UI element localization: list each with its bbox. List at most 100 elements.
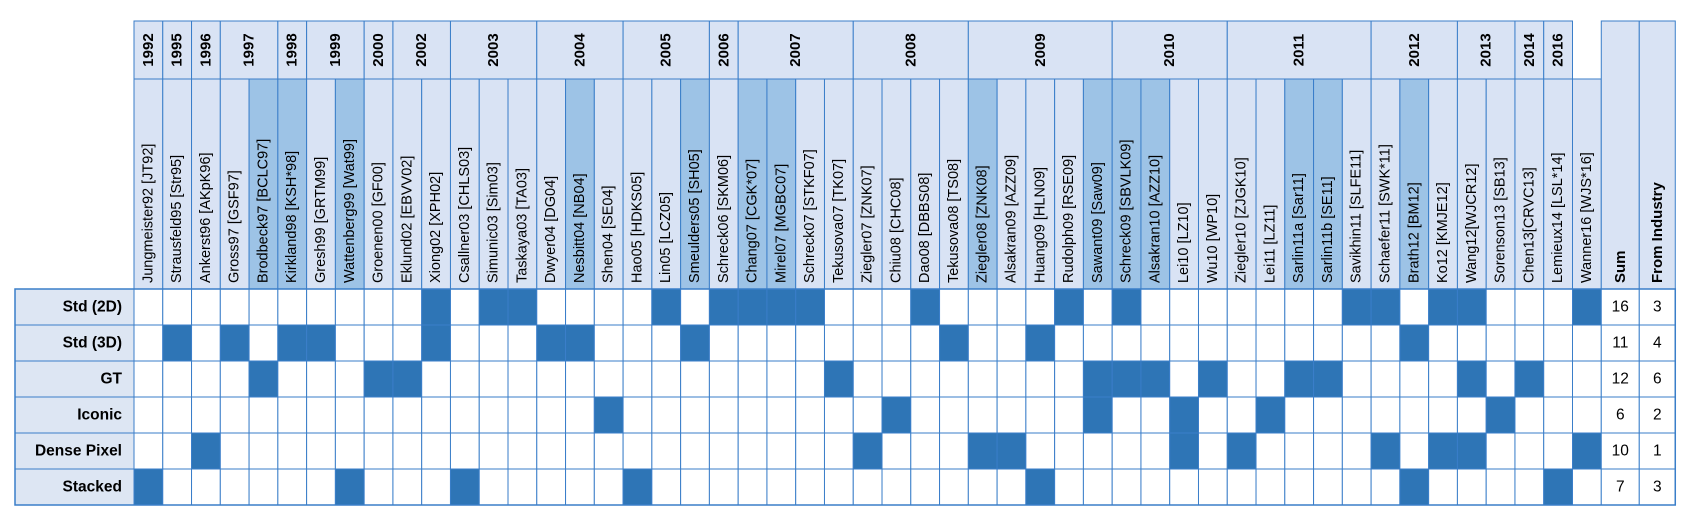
industry-value: 3	[1653, 299, 1662, 316]
filled-cell	[680, 324, 710, 362]
empty-cell	[1428, 468, 1458, 506]
empty-cell	[1485, 360, 1516, 398]
paper-header-cell	[967, 78, 998, 290]
empty-cell	[1572, 468, 1602, 506]
filled-cell	[852, 432, 883, 470]
row-label: Std (3D)	[63, 335, 122, 352]
paper-label: Chang07 [CGK*07]	[745, 159, 761, 283]
empty-cell	[306, 432, 336, 470]
empty-cell	[939, 360, 969, 398]
empty-cell	[133, 360, 164, 398]
empty-cell	[996, 324, 1027, 362]
year-label: 2009	[1032, 33, 1049, 66]
paper-header-cell	[939, 78, 969, 290]
empty-cell	[248, 288, 279, 326]
sum-value: 16	[1612, 299, 1629, 316]
empty-cell	[1054, 360, 1084, 398]
empty-cell	[133, 324, 164, 362]
empty-cell	[363, 396, 394, 434]
empty-cell	[1514, 468, 1545, 506]
empty-cell	[421, 468, 451, 506]
paper-header-cell	[1572, 78, 1602, 290]
paper-label: Brodbeck97 [BCLC97]	[255, 139, 271, 283]
empty-cell	[1255, 288, 1286, 326]
empty-cell	[1428, 360, 1458, 398]
paper-label: Wanner16 [WJS*16]	[1579, 152, 1595, 283]
row-label: Dense Pixel	[35, 443, 122, 460]
paper-label: Chiu08 [CHC08]	[888, 177, 904, 283]
paper-header-cell	[1255, 78, 1286, 290]
empty-cell	[1313, 288, 1343, 326]
empty-cell	[248, 396, 279, 434]
empty-cell	[1197, 324, 1228, 362]
empty-cell	[1313, 468, 1343, 506]
empty-cell	[1543, 432, 1573, 470]
empty-cell	[421, 432, 451, 470]
empty-cell	[565, 432, 595, 470]
paper-label: Wang12[WJCR12]	[1464, 163, 1480, 283]
paper-label: Mirel07 [MGBC07]	[773, 164, 789, 283]
year-label: 2000	[370, 33, 387, 66]
filled-cell	[708, 288, 739, 326]
year-label: 1998	[284, 33, 301, 66]
empty-cell	[1082, 288, 1113, 326]
year-label: 2012	[1406, 33, 1423, 66]
empty-cell	[162, 468, 193, 506]
industry-cell	[1638, 468, 1676, 506]
filled-cell	[1025, 468, 1056, 506]
year-cell	[737, 20, 854, 80]
empty-cell	[1226, 360, 1257, 398]
empty-cell	[737, 396, 768, 434]
empty-cell	[191, 288, 221, 326]
empty-cell	[162, 432, 193, 470]
paper-label: Sorenson13 [SB13]	[1493, 157, 1509, 283]
empty-cell	[1572, 396, 1602, 434]
empty-cell	[1025, 288, 1056, 326]
empty-cell	[967, 288, 998, 326]
paper-label: Tekusova07 [TK07]	[831, 159, 847, 283]
filled-cell	[1341, 288, 1372, 326]
sum-value: 11	[1612, 335, 1628, 352]
paper-label: Eklund02 [EBVV02]	[399, 156, 415, 283]
filled-cell	[1572, 432, 1602, 470]
empty-cell	[449, 324, 480, 362]
row-label: GT	[100, 371, 122, 388]
empty-cell	[1543, 396, 1573, 434]
empty-cell	[795, 360, 825, 398]
filled-cell	[1169, 396, 1199, 434]
empty-cell	[967, 360, 998, 398]
empty-cell	[565, 468, 595, 506]
empty-cell	[852, 396, 883, 434]
paper-label: Hao05 [HDKS05]	[629, 172, 645, 283]
empty-cell	[1111, 432, 1142, 470]
empty-cell	[1197, 288, 1228, 326]
empty-cell	[1226, 324, 1257, 362]
paper-label: Groenen00 [GF00]	[371, 162, 387, 283]
empty-cell	[996, 396, 1027, 434]
empty-cell	[680, 396, 710, 434]
paper-label: Schreck07 [STKF07]	[802, 149, 818, 283]
filled-cell	[1543, 468, 1573, 506]
year-cell	[852, 20, 969, 80]
empty-cell	[1054, 468, 1084, 506]
year-cell	[1514, 20, 1545, 80]
sum-value: 7	[1616, 479, 1625, 496]
sum-header-cell	[1600, 20, 1640, 290]
paper-label: Alsakran10 [AZZ10]	[1147, 155, 1163, 283]
table-body-border	[14, 288, 1677, 506]
empty-cell	[392, 468, 423, 506]
year-label: 1996	[197, 33, 214, 66]
paper-header-cell	[1485, 78, 1516, 290]
filled-cell	[507, 288, 538, 326]
paper-header-cell	[622, 78, 653, 290]
empty-cell	[1572, 360, 1602, 398]
paper-label: Gross97 [GSF97]	[227, 170, 243, 283]
empty-cell	[1341, 432, 1372, 470]
industry-header: From Industry	[1649, 182, 1666, 283]
empty-cell	[219, 288, 250, 326]
filled-cell	[421, 288, 451, 326]
year-cell	[1370, 20, 1458, 80]
empty-cell	[967, 324, 998, 362]
filled-cell	[1370, 288, 1401, 326]
empty-cell	[593, 288, 624, 326]
